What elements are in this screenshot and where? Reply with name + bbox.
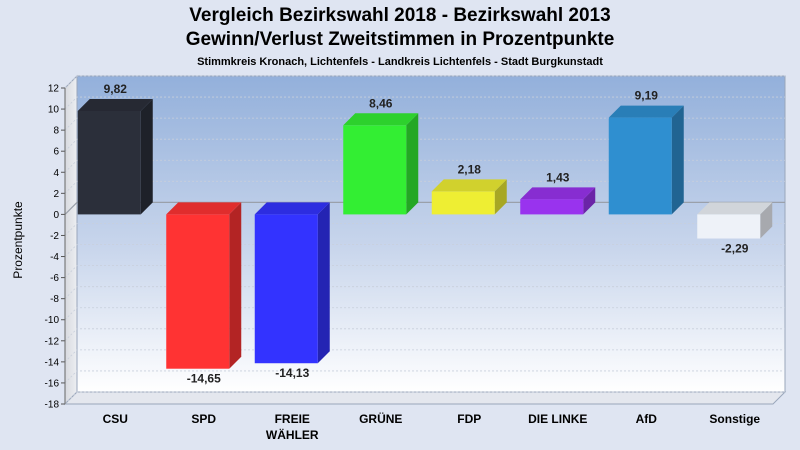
gridline	[64, 307, 785, 321]
bar-side	[229, 202, 242, 369]
x-tick-label: DIE LINKE	[528, 412, 587, 426]
chart-title: Vergleich Bezirkswahl 2018 - Bezirkswahl…	[189, 5, 611, 26]
gridline	[64, 223, 785, 236]
bar	[77, 98, 153, 215]
bar-top	[166, 202, 242, 215]
bar-front	[77, 110, 141, 215]
data-label: -14,13	[275, 366, 309, 380]
plot-floor	[63, 391, 787, 405]
bar-front	[254, 214, 318, 364]
bar-front	[520, 199, 584, 215]
y-tick-label: 12	[48, 84, 60, 95]
bar	[520, 187, 596, 215]
plot-side-wall	[64, 74, 78, 406]
x-tick-label: CSU	[103, 412, 128, 426]
y-tick-label: 4	[53, 168, 59, 179]
bar-side	[406, 113, 419, 215]
y-tick-label: 2	[53, 189, 59, 200]
bar-top	[697, 202, 773, 215]
data-label: -2,29	[721, 242, 749, 256]
y-tick-label: -2	[50, 231, 59, 242]
bars	[77, 98, 773, 369]
bar-top	[77, 98, 153, 111]
bar	[697, 202, 773, 239]
bar	[166, 202, 242, 369]
gridline	[64, 180, 785, 194]
bar	[431, 179, 507, 215]
y-tick-label: -14	[45, 357, 60, 368]
data-label: 1,43	[546, 170, 570, 184]
data-label: 9,82	[104, 82, 128, 96]
y-tick-label: 6	[53, 147, 59, 158]
bar-side	[140, 98, 153, 215]
bar-front	[166, 214, 230, 369]
gridlines	[64, 75, 785, 405]
x-tick-label: AfD	[636, 412, 658, 426]
gridline	[64, 391, 785, 405]
x-tick-label: FREIE	[275, 412, 310, 426]
bar-top	[431, 179, 507, 192]
gridline	[64, 96, 785, 110]
x-tick-label: FDP	[457, 412, 481, 426]
data-label: 2,18	[458, 162, 482, 176]
data-label: -14,65	[187, 372, 221, 386]
y-tick-label: 0	[53, 210, 59, 221]
y-tick-label: -4	[50, 252, 59, 263]
x-tick-label-line2: WÄHLER	[266, 427, 319, 442]
gridline	[64, 328, 785, 342]
bar-front	[431, 191, 495, 215]
bar-top	[343, 113, 419, 126]
bar-side	[317, 202, 330, 364]
gridline	[64, 159, 785, 173]
y-axis-label: Prozentpunkte	[11, 201, 25, 279]
bar	[608, 105, 684, 215]
gridline	[64, 244, 785, 257]
gridline	[64, 370, 785, 384]
gridline	[64, 117, 785, 131]
y-tick-label: -12	[45, 336, 60, 347]
gridline	[64, 75, 785, 89]
y-tick-label: -16	[45, 378, 60, 389]
data-label: 9,19	[635, 89, 659, 103]
chart-region-subtitle: Stimmkreis Kronach, Lichtenfels - Landkr…	[197, 56, 603, 68]
chart-subtitle: Gewinn/Verlust Zweitstimmen in Prozentpu…	[185, 29, 615, 50]
x-tick-label: Sonstige	[709, 412, 760, 426]
y-tick-label: -6	[50, 273, 59, 284]
y-axis: 12 10 8 6 4 2 0 -2 -4 -6 -8 -10 -12 -14 -16 -18	[45, 84, 66, 411]
bar-side	[583, 187, 596, 215]
x-tick-label: SPD	[191, 412, 216, 426]
gridline	[64, 286, 785, 299]
bar	[343, 113, 419, 215]
gridline	[64, 138, 785, 152]
bar-front	[608, 117, 672, 215]
gridline	[64, 349, 785, 363]
gridline	[64, 265, 785, 278]
y-tick-label: -18	[45, 400, 60, 411]
y-tick-label: 8	[53, 126, 59, 137]
bar-front	[697, 214, 761, 239]
bar-side	[671, 105, 684, 215]
x-tick-label: GRÜNE	[359, 411, 402, 426]
bar-side	[760, 202, 773, 239]
bar	[254, 202, 330, 364]
bar-side	[494, 179, 507, 215]
y-tick-label: 10	[48, 105, 60, 116]
y-tick-label: -10	[45, 315, 60, 326]
y-tick-label: -8	[50, 294, 59, 305]
data-label: 8,46	[369, 96, 393, 110]
chart-title-block: Vergleich Bezirkswahl 2018 - Bezirkswahl…	[0, 4, 800, 70]
bar-top	[608, 105, 684, 118]
bar-top	[254, 202, 330, 215]
bar-front	[343, 125, 407, 215]
bar-top	[520, 187, 596, 200]
